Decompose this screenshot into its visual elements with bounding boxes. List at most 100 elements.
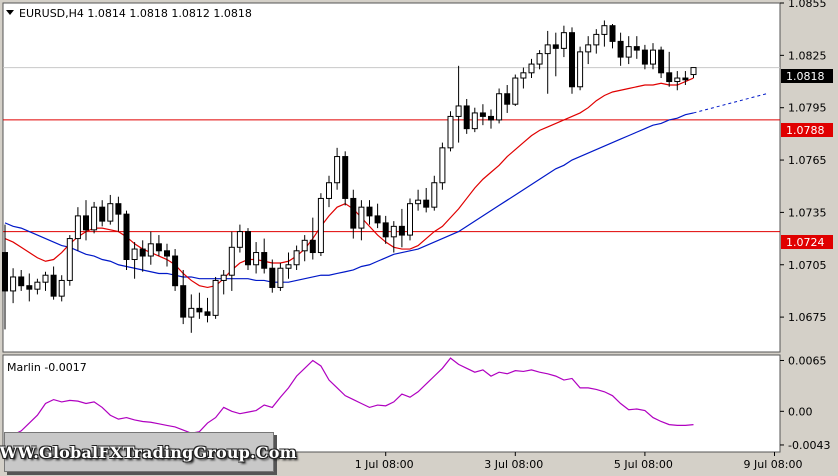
candle-body-bull bbox=[188, 307, 195, 318]
marlin-line bbox=[4, 357, 694, 444]
candle-body-bear bbox=[18, 276, 25, 287]
candle bbox=[212, 276, 219, 319]
candle bbox=[439, 142, 446, 190]
candle bbox=[293, 245, 300, 270]
candle bbox=[228, 231, 235, 291]
candle bbox=[455, 65, 462, 143]
candle bbox=[220, 269, 227, 295]
candle-body-bear bbox=[658, 49, 665, 74]
candle-body-bull bbox=[439, 147, 446, 184]
candle bbox=[236, 224, 243, 253]
collapse-triangle-icon[interactable] bbox=[6, 10, 14, 15]
candle bbox=[309, 217, 316, 260]
candle-body-bull bbox=[512, 77, 519, 105]
candle-body-bear bbox=[423, 199, 430, 208]
candle bbox=[496, 88, 503, 124]
price-tick-label: 1.0825 bbox=[788, 49, 827, 62]
candle bbox=[91, 201, 98, 234]
candle bbox=[423, 187, 430, 213]
candle-body-bear bbox=[155, 243, 162, 252]
level-label-upper: 1.0788 bbox=[786, 124, 825, 137]
candle bbox=[10, 268, 17, 304]
candle-body-bull bbox=[293, 250, 300, 266]
candle bbox=[123, 210, 130, 270]
symbol-header: EURUSD,H4 1.0814 1.0818 1.0812 1.0818 bbox=[19, 7, 252, 20]
candle bbox=[301, 235, 308, 262]
candle-body-bear bbox=[479, 112, 486, 117]
candle bbox=[99, 200, 106, 227]
price-tick-label: 1.0705 bbox=[788, 259, 827, 272]
candle bbox=[617, 32, 624, 66]
watermark-text: WWW.GlobalFXTradingGroup.Com bbox=[0, 442, 297, 462]
candle bbox=[131, 242, 138, 279]
candle-body-bull bbox=[585, 44, 592, 53]
candle bbox=[42, 271, 49, 291]
moving-averages bbox=[4, 77, 767, 289]
candle bbox=[350, 189, 357, 239]
candle bbox=[674, 71, 681, 91]
watermark-badge: WWW.GlobalFXTradingGroup.Com bbox=[0, 432, 297, 472]
candle bbox=[544, 30, 551, 94]
candle bbox=[447, 111, 454, 152]
candle bbox=[358, 200, 365, 241]
candle bbox=[204, 297, 211, 323]
candle-body-bull bbox=[91, 206, 98, 231]
ma-slow-projection bbox=[693, 93, 767, 114]
time-tick-label: 3 Jul 08:00 bbox=[484, 458, 543, 471]
candle-body-bear bbox=[682, 77, 689, 81]
candle-body-bear bbox=[204, 311, 211, 316]
candle-body-bull bbox=[74, 215, 81, 240]
candle-body-bull bbox=[650, 49, 656, 65]
candle bbox=[479, 104, 486, 126]
candle bbox=[253, 242, 260, 274]
candle-body-bull bbox=[358, 206, 365, 229]
candle bbox=[601, 20, 608, 47]
candle bbox=[666, 51, 673, 87]
candle-body-bull bbox=[560, 32, 567, 49]
candle bbox=[342, 151, 349, 206]
candle bbox=[334, 147, 341, 190]
candle bbox=[585, 36, 592, 65]
level-label-lower: 1.0724 bbox=[786, 236, 825, 249]
candle bbox=[682, 71, 689, 86]
candle-body-bear bbox=[26, 285, 33, 290]
candle bbox=[512, 74, 519, 106]
candle bbox=[504, 85, 511, 113]
candle-body-bear bbox=[633, 46, 640, 51]
candle bbox=[569, 27, 575, 94]
candle-body-bear bbox=[504, 93, 511, 105]
candle-body-bull bbox=[220, 274, 227, 281]
candle-body-bull bbox=[317, 197, 324, 254]
candle-body-bull bbox=[520, 72, 527, 79]
candle-body-bear bbox=[463, 105, 470, 130]
candle bbox=[147, 231, 154, 265]
candle bbox=[382, 215, 389, 244]
candle-body-bull bbox=[10, 276, 17, 292]
indicator-tick-label: 0.0065 bbox=[788, 354, 827, 367]
candle bbox=[107, 194, 114, 225]
candle bbox=[50, 266, 57, 300]
candle bbox=[658, 46, 665, 79]
candle-body-bull bbox=[334, 156, 341, 184]
time-tick-label: 1 Jul 08:00 bbox=[355, 458, 414, 471]
time-tick-label: 9 Jul 08:00 bbox=[744, 458, 803, 471]
candle-body-bull bbox=[212, 279, 219, 316]
candle bbox=[317, 193, 324, 257]
candle-body-bull bbox=[66, 238, 73, 281]
price-tick-label: 1.0735 bbox=[788, 206, 827, 219]
candle-body-bull bbox=[34, 281, 41, 290]
candle bbox=[18, 269, 25, 291]
candle bbox=[180, 269, 187, 325]
candle bbox=[520, 67, 527, 89]
candle-body-bull bbox=[42, 274, 49, 283]
candle-body-bear bbox=[309, 239, 316, 254]
candle bbox=[488, 109, 494, 129]
candle-body-bear bbox=[164, 250, 170, 257]
candle bbox=[139, 240, 146, 272]
candle-body-bull bbox=[674, 77, 681, 83]
candle bbox=[431, 175, 438, 211]
candle-body-bull bbox=[390, 225, 397, 238]
candle bbox=[285, 252, 292, 279]
candle-body-bull bbox=[471, 112, 478, 130]
